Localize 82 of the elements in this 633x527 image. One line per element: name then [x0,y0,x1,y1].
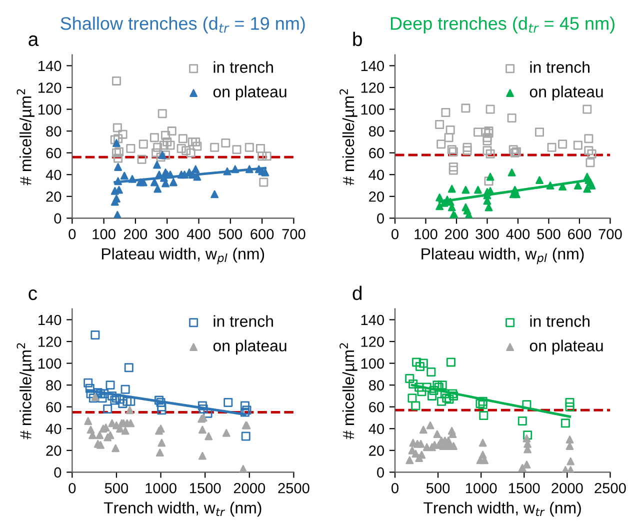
x-tick-label: 700 [282,228,306,240]
legend-label: on plateau [213,340,286,355]
y-tick-label: 60 [369,402,384,412]
x-tick-label: 0 [392,482,398,494]
x-tick-label: 600 [568,228,592,240]
y-tick-label: 60 [46,148,62,158]
x-tick-label: 600 [250,228,274,240]
x-tick-label: 0 [392,228,398,240]
x-axis-title: Trench width, w$_{tr}$ (nm) [424,502,581,517]
y-tick-label: 100 [361,358,384,369]
y-tick-label: 20 [46,446,62,456]
y-tick-label: 140 [38,314,62,326]
x-tick-label: 500 [426,482,450,494]
text: b [353,32,362,46]
text: d [352,286,362,300]
text: a [28,35,39,46]
y-tick-label: 40 [368,424,384,434]
x-tick-label: 1500 [190,482,221,494]
y-tick-label: 120 [38,82,62,93]
legend-label: in trench [214,61,273,73]
y-axis-title: # micelle/µm$^{2}$ [16,89,34,186]
x-tick-label: 1500 [509,482,540,494]
y-axis-title: # micelle/µm$^{2}$ [340,343,358,440]
x-tick-label: 1000 [466,482,497,494]
legend-label: in trench [530,315,590,327]
y-axis-title: # micelle/µm$^{2}$ [16,343,34,440]
x-axis-title: Plateau width, w$_{pl}$ (nm) [422,248,584,264]
chart-title: Shallow trenches (d$_{tr}$ = 19 nm) [60,16,305,34]
y-tick-label: 80 [368,126,384,136]
y-tick-label: 120 [361,82,384,93]
x-tick-label: 200 [124,228,148,240]
y-tick-label: 0 [377,467,384,478]
x-tick-label: 2000 [234,482,266,494]
y-tick-label: 100 [38,358,62,369]
x-tick-label: 300 [476,228,499,240]
y-tick-label: 80 [368,380,384,390]
y-axis-title: # micelle/µm$^{2}$ [340,89,358,186]
x-tick-label: 700 [598,228,622,240]
y-tick-label: 40 [368,170,384,180]
x-tick-label: 100 [414,228,438,240]
y-tick-label: 0 [54,467,62,478]
y-tick-label: 140 [361,314,384,326]
y-tick-label: 40 [46,170,62,180]
x-tick-label: 200 [445,228,468,240]
legend-label: in trench [214,315,273,327]
y-tick-label: 80 [46,126,62,136]
y-tick-label: 120 [38,336,62,347]
y-tick-label: 60 [46,402,62,412]
legend-label: in trench [530,61,590,73]
x-tick-label: 2500 [278,482,310,494]
y-tick-label: 40 [46,424,62,434]
x-tick-label: 2000 [552,482,583,494]
x-tick-label: 0 [68,482,76,494]
x-tick-label: 500 [104,482,128,494]
y-tick-label: 20 [369,446,384,456]
y-tick-label: 0 [54,213,62,224]
x-tick-label: 2500 [594,482,626,494]
x-axis-title: Trench width, w$_{tr}$ (nm) [104,502,262,517]
chart-title: Deep trenches (d$_{tr}$ = 45 nm) [390,16,614,34]
y-tick-label: 0 [377,213,384,224]
y-tick-label: 140 [361,60,384,72]
y-tick-label: 80 [46,380,62,390]
y-tick-label: 60 [369,148,384,158]
x-tick-label: 100 [92,228,116,240]
x-tick-label: 1000 [146,482,176,494]
legend-label: on plateau [530,86,603,101]
x-tick-label: 0 [68,228,76,240]
y-tick-label: 120 [361,336,384,347]
legend-label: on plateau [530,340,603,355]
x-tick-label: 400 [186,228,210,240]
y-tick-label: 20 [46,191,62,202]
text: c [28,289,38,300]
x-axis-title: Plateau width, w$_{pl}$ (nm) [102,248,264,264]
y-tick-label: 140 [38,60,62,72]
legend-label: on plateau [213,86,286,101]
x-tick-label: 300 [156,228,179,240]
y-tick-label: 100 [361,104,384,115]
y-tick-label: 100 [38,104,62,115]
x-tick-label: 500 [218,228,242,240]
x-tick-label: 500 [537,228,560,240]
y-tick-label: 20 [369,191,384,202]
x-tick-label: 400 [506,228,530,240]
